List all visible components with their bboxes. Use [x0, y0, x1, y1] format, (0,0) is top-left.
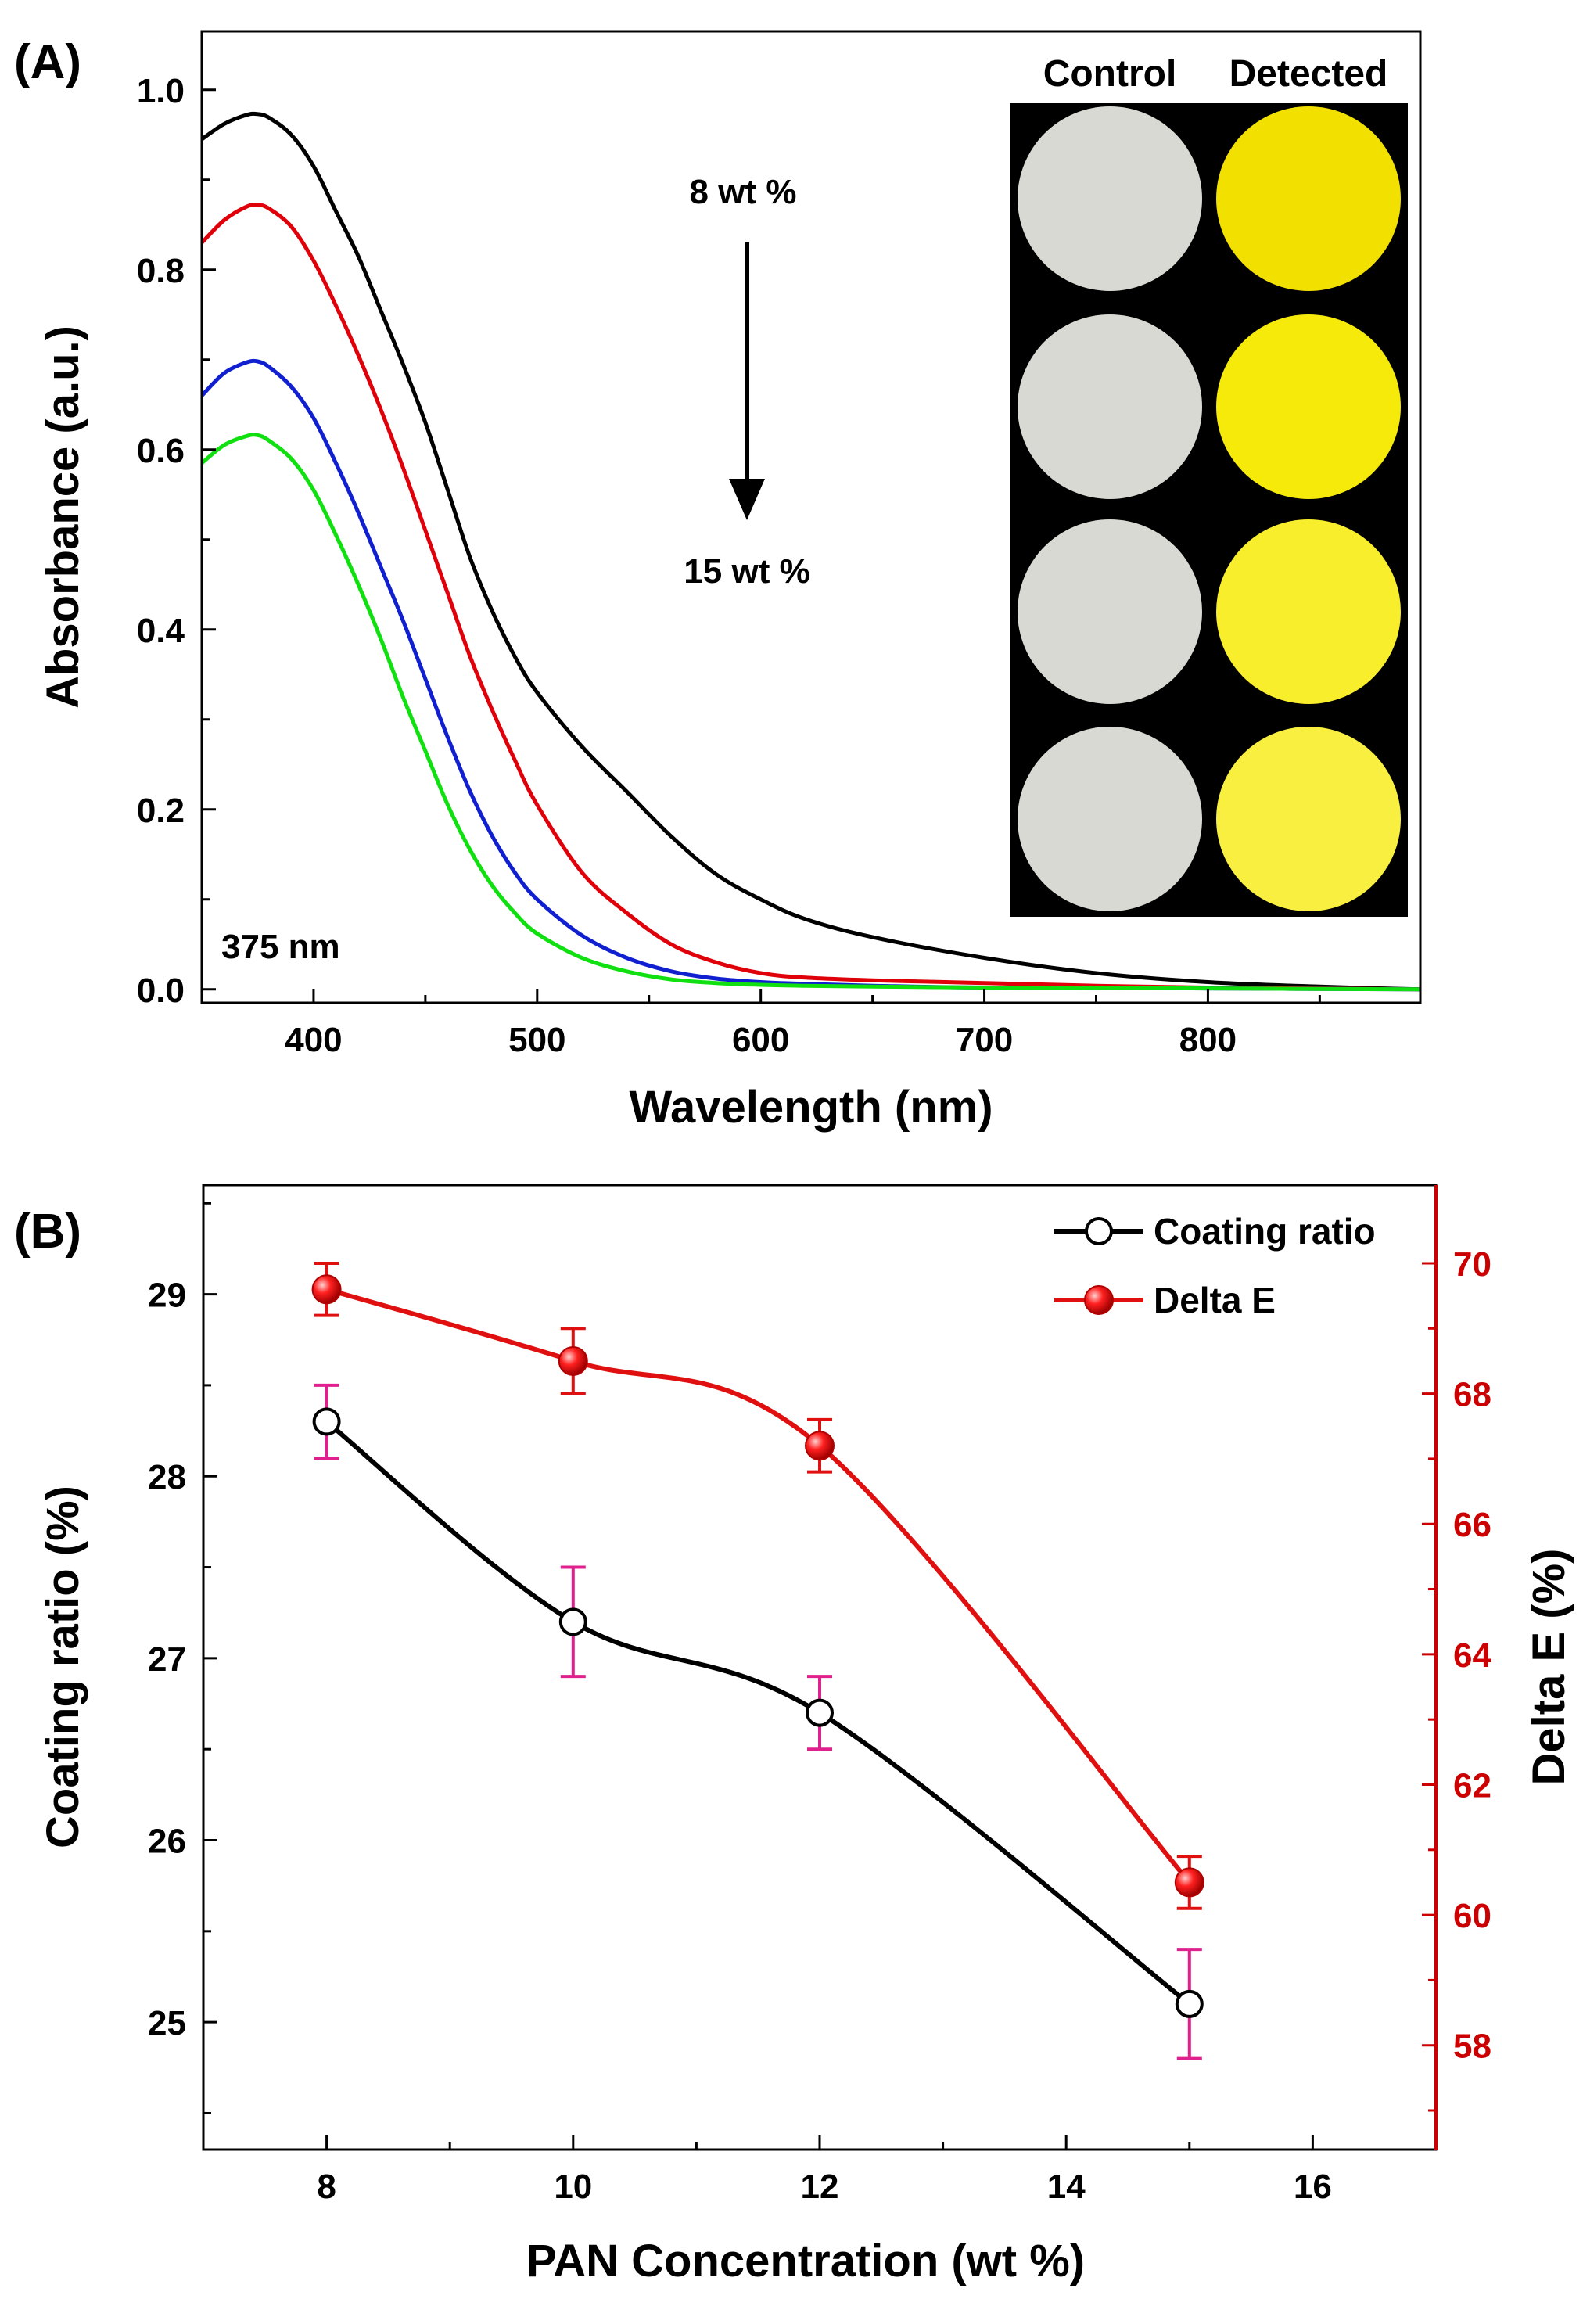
b-x-tick-label-8: 8 [317, 2168, 336, 2206]
trend-arrow-head [729, 479, 765, 520]
b-x-tick-label-10: 10 [554, 2168, 592, 2206]
left-tick-label-25: 25 [148, 2004, 186, 2042]
control-sample-4 [1018, 727, 1202, 911]
annotation-peak: 375 nm [221, 928, 340, 966]
coating-ratio-point [312, 1407, 341, 1436]
y-tick-label-0.6: 0.6 [137, 432, 185, 470]
panel-a-curves [202, 111, 1420, 992]
panel-a-y-ticks: 0.0 0.2 0.4 0.6 0.8 1.0 [137, 72, 216, 1010]
control-sample-3 [1018, 519, 1202, 704]
x-tick-label-800: 800 [1179, 1021, 1237, 1059]
absorbance-curve-4 [202, 433, 1420, 992]
b-x-tick-label-16: 16 [1294, 2168, 1332, 2206]
annotation-bottom: 15 wt % [684, 552, 809, 591]
panel-b-left-ticks: 25 26 27 28 29 [148, 1202, 217, 2114]
left-tick-label-26: 26 [148, 1823, 186, 1861]
y-tick-label-0.8: 0.8 [137, 252, 185, 290]
series-line-coating-ratio [325, 1420, 1191, 2006]
x-tick-label-700: 700 [956, 1021, 1013, 1059]
panel-b-frame [202, 1184, 1438, 2151]
right-tick-label-70: 70 [1453, 1245, 1491, 1284]
absorbance-curve-1 [202, 111, 1420, 992]
panel-b-right-ticks: 58 60 62 64 66 68 70 [1422, 1245, 1491, 2112]
inset-photo: Control Detected [1010, 53, 1408, 917]
right-tick-label-64: 64 [1453, 1636, 1491, 1675]
x-tick-label-600: 600 [732, 1021, 789, 1059]
panel-b-ylabel-left: Coating ratio (%) [38, 1485, 88, 1848]
legend: Coating ratio Delta E [1054, 1211, 1376, 1320]
panel-b-x-ticks: 8 10 12 14 16 [317, 2135, 1332, 2206]
b-x-tick-label-14: 14 [1047, 2168, 1086, 2206]
coating-ratio-point [1175, 1989, 1204, 2018]
x-tick-label-400: 400 [285, 1021, 342, 1059]
y-tick-label-0.2: 0.2 [137, 792, 185, 830]
panel-a-xlabel: Wavelength (nm) [629, 1082, 993, 1133]
panel-b-series [311, 1261, 1204, 2060]
left-tick-label-28: 28 [148, 1458, 186, 1496]
panel-b-label: (B) [14, 1205, 81, 1259]
right-tick-label-66: 66 [1453, 1506, 1491, 1544]
inset-col-label-control: Control [1043, 53, 1177, 95]
annotation-top: 8 wt % [690, 173, 797, 211]
legend-marker-coating-ratio [1085, 1217, 1113, 1245]
panel-b-xlabel: PAN Concentration (wt %) [526, 2236, 1085, 2286]
y-tick-label-0: 0.0 [137, 972, 185, 1010]
panel-a-frame [200, 30, 1422, 1004]
coating-ratio-point [806, 1698, 834, 1727]
delta-e-point [311, 1274, 342, 1305]
y-tick-label-0.4: 0.4 [137, 612, 185, 650]
inset-col-label-detected: Detected [1229, 53, 1388, 95]
left-tick-label-29: 29 [148, 1277, 186, 1315]
x-tick-label-500: 500 [508, 1021, 565, 1059]
delta-e-point [1174, 1867, 1204, 1898]
detected-sample-2 [1216, 314, 1401, 499]
b-x-tick-label-12: 12 [801, 2168, 839, 2206]
right-tick-label-68: 68 [1453, 1376, 1491, 1414]
delta-e-point [805, 1431, 835, 1461]
right-tick-label-60: 60 [1453, 1897, 1491, 1935]
panel-a-ylabel: Absorbance (a.u.) [38, 325, 88, 709]
legend-marker-delta-e [1084, 1285, 1114, 1315]
detected-sample-4 [1216, 727, 1401, 911]
control-sample-2 [1018, 314, 1202, 499]
panel-a: (A) Control Detected 400 500 600 700 800 0.00… [14, 30, 1422, 1133]
detected-sample-3 [1216, 519, 1401, 704]
legend-label-2: Delta E [1154, 1280, 1276, 1320]
panel-b-ylabel-right: Delta E (%) [1524, 1549, 1574, 1786]
absorbance-curve-2 [202, 203, 1420, 992]
series-line-delta-e [325, 1287, 1192, 1884]
control-sample-1 [1018, 106, 1202, 291]
panel-a-label: (A) [14, 35, 81, 89]
panel-a-x-ticks: 400 500 600 700 800 [200, 989, 1321, 1059]
detected-sample-1 [1216, 106, 1401, 291]
y-tick-label-1: 1.0 [137, 72, 185, 110]
coating-ratio-point [558, 1607, 587, 1636]
right-tick-label-62: 62 [1453, 1766, 1491, 1805]
left-tick-label-27: 27 [148, 1640, 186, 1679]
delta-e-point [558, 1345, 588, 1376]
right-tick-label-58: 58 [1453, 2028, 1491, 2066]
legend-label-1: Coating ratio [1154, 1211, 1376, 1252]
